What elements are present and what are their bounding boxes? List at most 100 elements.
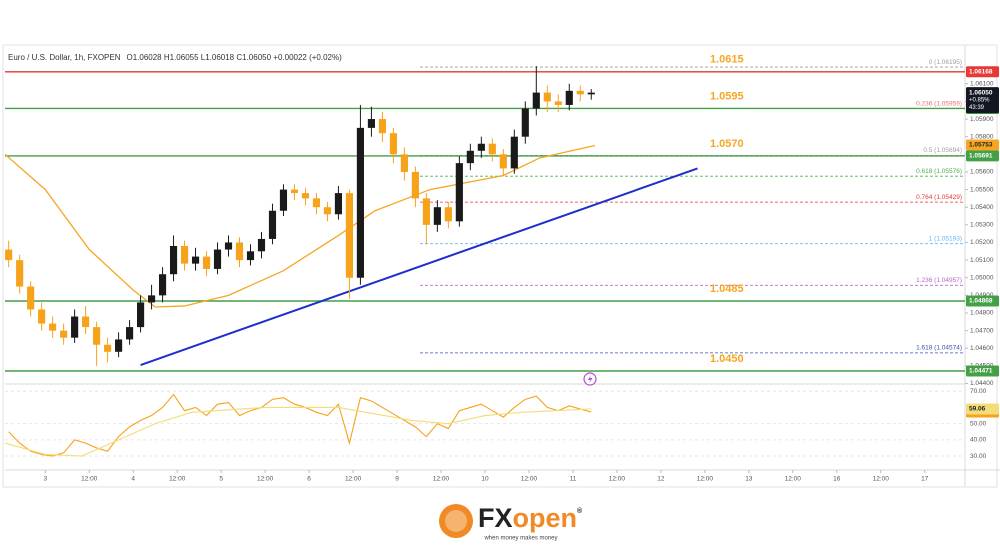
candle-body — [279, 189, 288, 211]
x-tick-label: 12:00 — [873, 476, 890, 483]
candle-body — [158, 274, 167, 296]
candle-body — [49, 323, 57, 331]
x-tick-label: 12:00 — [521, 476, 538, 483]
level-badge — [966, 66, 999, 78]
chart-frame — [2, 44, 998, 488]
candle-body — [565, 90, 573, 105]
ohlc-text: O1.06028 H1.06055 L1.06018 C1.06050 +0.0… — [126, 53, 342, 62]
logo-open: open — [513, 503, 578, 533]
level-badge-label: 1.05691 — [969, 153, 993, 160]
ema-badge-label: 1.05753 — [969, 142, 993, 149]
y-tick-label: 1.05400 — [970, 204, 994, 211]
candle-body — [312, 198, 321, 208]
ema-badge — [966, 139, 999, 151]
candle-body — [367, 119, 375, 128]
candle-body — [422, 198, 430, 225]
y-tick-label: 1.05100 — [970, 257, 994, 264]
x-tick-label: 11 — [570, 476, 577, 483]
chart-header: Euro / U.S. Dollar, 1h, FXOPEN O1.06028 H… — [8, 53, 342, 62]
candle-body — [301, 193, 310, 199]
x-tick-label: 12:00 — [81, 476, 98, 483]
candle-body — [115, 339, 123, 352]
candle-body — [389, 133, 397, 155]
candle-body — [499, 154, 507, 169]
candle-body — [268, 210, 277, 239]
logo-tagline: when money makes money — [483, 536, 557, 542]
rsi-tick-label: 70.00 — [970, 388, 987, 395]
chart-title: Euro / U.S. Dollar, 1h, FXOPEN — [8, 53, 121, 62]
x-tick-label: 12:00 — [169, 476, 186, 483]
level-badge — [966, 150, 999, 162]
candle-body — [323, 207, 332, 215]
x-tick-label: 12:00 — [257, 476, 274, 483]
candle-body — [433, 207, 441, 225]
y-tick-label: 1.05000 — [970, 274, 994, 281]
candle-body — [82, 316, 90, 328]
x-tick-label: 17 — [921, 476, 929, 483]
candle-body — [60, 330, 68, 338]
candle-body — [213, 249, 222, 269]
y-tick-label: 1.04400 — [970, 380, 994, 387]
fib-label: 0.618 (1.05576) — [916, 168, 962, 175]
candle-body — [444, 207, 452, 222]
x-tick-label: 9 — [395, 476, 399, 483]
candle-body — [455, 163, 463, 222]
candle-body — [400, 154, 408, 172]
candle-body — [466, 150, 474, 164]
candle-body — [554, 101, 562, 105]
x-tick-label: 12:00 — [697, 476, 714, 483]
candle-body — [137, 302, 145, 328]
candle-body — [16, 260, 24, 287]
level-annotation: 1.0570 — [710, 138, 744, 150]
x-tick-label: 4 — [131, 476, 135, 483]
y-tick-label: 1.04700 — [970, 327, 994, 334]
candle-body — [147, 295, 156, 303]
level-annotation: 1.0485 — [710, 283, 744, 295]
last-price-countdown: 43:39 — [969, 105, 985, 111]
x-tick-label: 12 — [657, 476, 665, 483]
candle-body — [334, 193, 343, 215]
level-annotation: 1.0595 — [710, 90, 744, 102]
level-badge — [966, 295, 999, 307]
x-tick-label: 13 — [745, 476, 753, 483]
y-tick-label: 1.05800 — [970, 133, 994, 140]
rsi-badge — [966, 403, 999, 415]
moving-average — [4, 144, 596, 308]
level-badge-label: 1.06168 — [969, 69, 993, 76]
candle-body — [169, 246, 178, 275]
x-tick-label: 12:00 — [345, 476, 362, 483]
candle-body — [378, 119, 386, 134]
y-tick-label: 1.06100 — [970, 81, 994, 88]
candle-body — [191, 256, 200, 264]
x-tick-label: 12:00 — [785, 476, 802, 483]
level-badge — [966, 365, 999, 377]
x-tick-label: 10 — [481, 476, 489, 483]
candle-body — [93, 327, 101, 345]
logo-emblem — [439, 504, 473, 538]
logo-fx: FX — [478, 503, 513, 533]
y-tick-label: 1.05900 — [970, 116, 994, 123]
y-tick-label: 1.04800 — [970, 310, 994, 317]
rsi-tick-label: 30.00 — [970, 453, 987, 460]
fib-label: 1.236 (1.04957) — [916, 277, 962, 284]
level-annotation: 1.0615 — [710, 54, 744, 66]
candle-body — [27, 286, 35, 310]
candle-body — [488, 143, 496, 155]
rsi-line — [4, 406, 592, 457]
logo-text: FXopen® — [478, 503, 583, 533]
candle-body — [345, 193, 353, 278]
candle-body — [543, 92, 551, 102]
level-annotation: 1.0450 — [710, 353, 744, 365]
rsi-badge-label: 59.06 — [969, 406, 986, 413]
rsi-tick-label: 40.00 — [970, 437, 987, 444]
x-tick-label: 5 — [219, 476, 223, 483]
fib-label: 0 (1.06195) — [929, 59, 962, 66]
y-tick-label: 1.05600 — [970, 169, 994, 176]
candle-body — [104, 344, 112, 352]
fib-label: 0.764 (1.05429) — [916, 194, 962, 201]
rsi-tick-label: 50.00 — [970, 420, 987, 427]
y-tick-label: 1.05300 — [970, 222, 994, 229]
last-price-badge — [966, 87, 999, 114]
y-tick-label: 1.05500 — [970, 186, 994, 193]
logo-mark: ® — [577, 507, 583, 515]
